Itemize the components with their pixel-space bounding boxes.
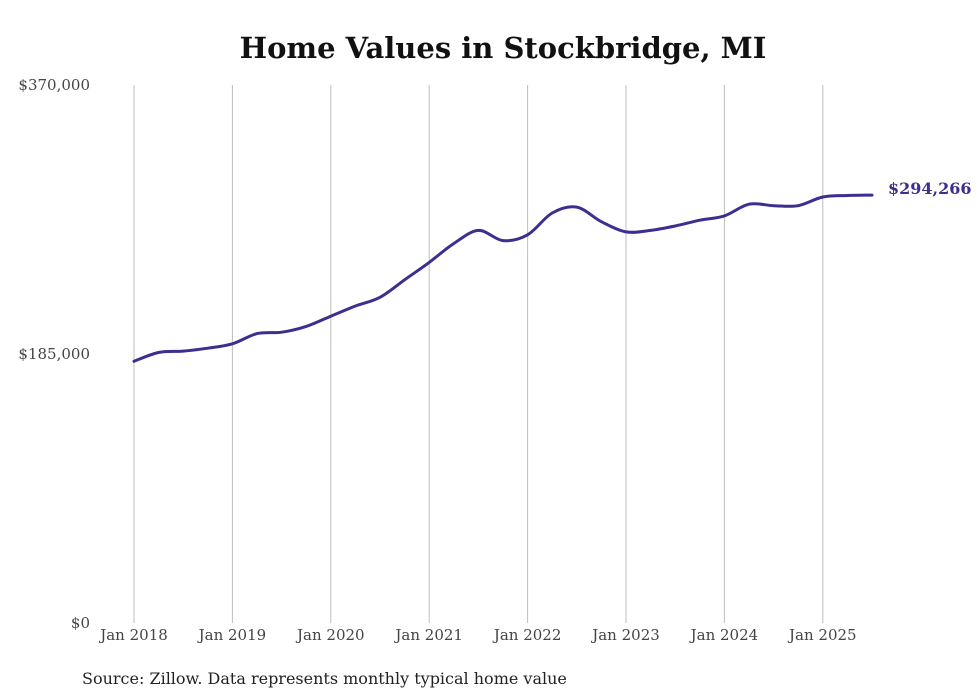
x-tick-label: Jan 2024: [689, 626, 759, 644]
grid-layer: [133, 85, 824, 623]
x-tick-label: Jan 2018: [98, 626, 168, 644]
chart-title: Home Values in Stockbridge, MI: [240, 31, 767, 65]
x-tick-label: Jan 2021: [393, 626, 463, 644]
y-tick-label: $370,000: [18, 76, 90, 94]
x-tick-label: Jan 2019: [197, 626, 267, 644]
x-tick-label: Jan 2025: [787, 626, 857, 644]
end-value-label: $294,266: [888, 179, 972, 198]
x-tick-label: Jan 2020: [295, 626, 365, 644]
source-note: Source: Zillow. Data represents monthly …: [82, 669, 567, 688]
series-line-home-value: [132, 193, 874, 363]
x-tick-label: Jan 2023: [590, 626, 660, 644]
series-layer: [132, 193, 874, 363]
y-axis-ticks: $0 $185,000 $370,000: [18, 76, 90, 632]
x-axis-ticks: Jan 2018 Jan 2019 Jan 2020 Jan 2021 Jan 2022…: [98, 626, 856, 644]
y-tick-label: $0: [71, 614, 90, 632]
x-tick-label: Jan 2022: [492, 626, 562, 644]
y-tick-label: $185,000: [18, 345, 90, 363]
